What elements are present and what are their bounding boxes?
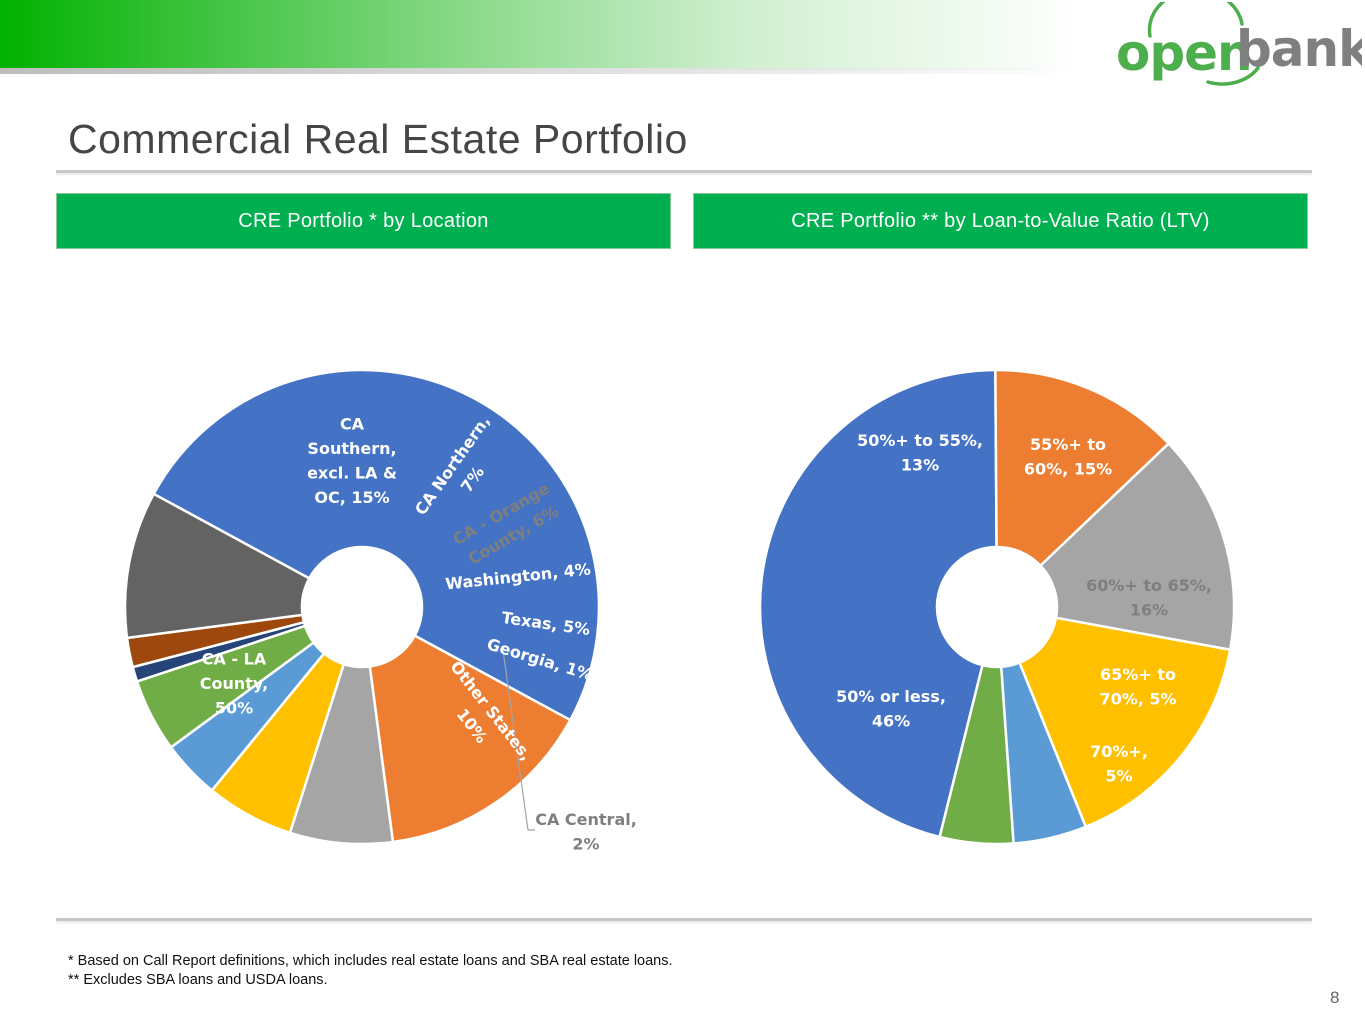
data-label-50-to-55: 50%+ to 55%, 13% [857, 431, 983, 475]
data-label-55-to-60: 55%+ to 60%, 15% [1024, 435, 1112, 479]
ltv-chart-header: CRE Portfolio ** by Loan-to-Value Ratio … [693, 193, 1308, 249]
data-label-ca-central: CA Central, 2% [535, 810, 637, 854]
slice-50-or-less [758, 368, 998, 839]
ltv-donut-chart: 50% or less, 46% 50%+ to 55%, 13% 55%+ to 60%… [758, 368, 1236, 846]
slice-other-states [123, 492, 311, 640]
slice-60-to-65 [1017, 616, 1232, 829]
page-title: Commercial Real Estate Portfolio [68, 116, 688, 162]
footer-divider [56, 918, 1312, 921]
header-gradient-band [0, 0, 1080, 70]
location-chart-header: CRE Portfolio * by Location [56, 193, 671, 249]
leader-line [502, 649, 535, 831]
footnotes: * Based on Call Report definitions, whic… [68, 952, 673, 990]
data-label-70: 70%+, 5% [1090, 742, 1148, 786]
footnote-2: ** Excludes SBA loans and USDA loans. [68, 972, 328, 988]
slice-ca-la-county [152, 368, 601, 722]
title-divider [56, 170, 1312, 173]
footnote-1: * Based on Call Report definitions, whic… [68, 953, 673, 969]
logo-text-open: open [1116, 24, 1252, 82]
slice-70 [938, 663, 1015, 846]
data-label-65-to-70: 65%+ to 70%, 5% [1099, 665, 1176, 709]
data-label-ca-la-county: CA - LA County, 50% [200, 650, 268, 718]
logo-text-bank: bank [1236, 20, 1362, 78]
data-label-50-or-less: 50% or less, 46% [836, 687, 946, 731]
location-donut-chart: CA - LA County, 50% CA Southern, excl. LA & OC… [123, 368, 637, 854]
slice-55-to-60 [1038, 441, 1236, 652]
header-band-shadow [0, 68, 1080, 74]
page-number: 8 [1330, 988, 1340, 1007]
data-label-ca-southern-excl-la-oc: CA Southern, excl. LA & OC, 15% [307, 414, 397, 507]
slice-ca-southern-excl-la-oc [368, 633, 572, 844]
openbank-logo: open bank [1116, 2, 1362, 86]
data-label-60-to-65: 60%+ to 65%, 16% [1086, 576, 1212, 620]
slice-50-to-55 [994, 368, 1171, 568]
